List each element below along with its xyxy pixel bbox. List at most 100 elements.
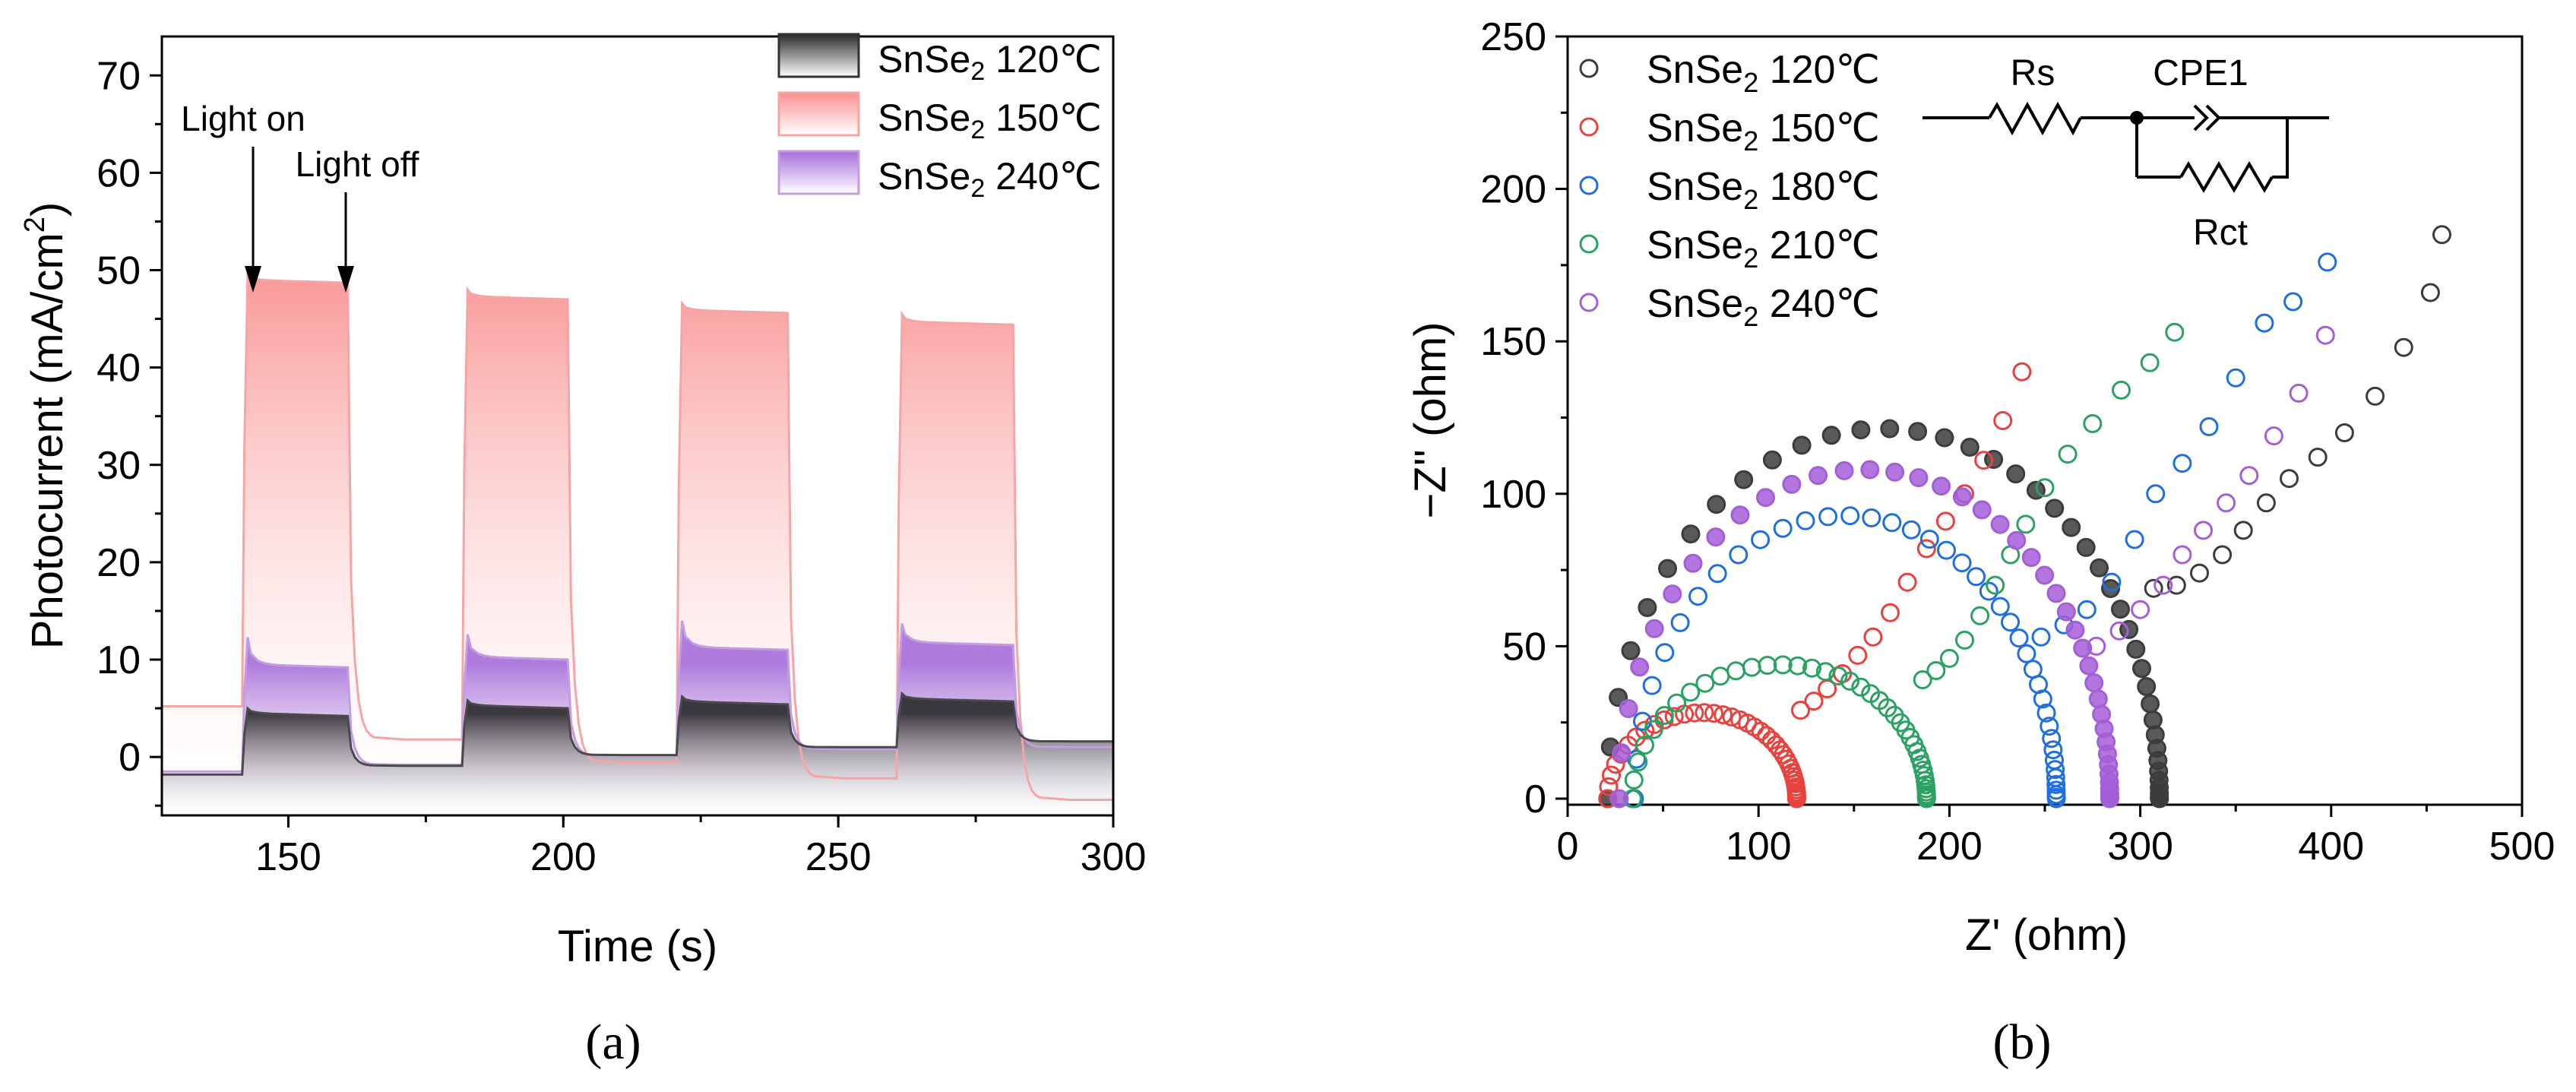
y-tick-label-a: 60 <box>97 151 141 195</box>
data-point <box>1773 518 1793 538</box>
data-point <box>2017 644 2036 663</box>
data-point <box>1840 671 1859 691</box>
data-point <box>2366 386 2385 406</box>
data-point <box>1710 666 1730 686</box>
photocurrent-area-fills <box>162 274 1113 815</box>
data-point <box>1815 662 1835 682</box>
legend-swatch-120 <box>777 33 860 78</box>
data-point <box>1926 661 1946 680</box>
data-point <box>2083 414 2103 433</box>
data-point <box>2315 325 2335 345</box>
data-point <box>2062 518 2081 537</box>
data-point <box>1628 752 1648 772</box>
x-tick-label-b: 0 <box>1557 825 1579 869</box>
data-point <box>1688 587 1707 606</box>
data-point <box>2334 423 2354 442</box>
data-point <box>1860 460 1880 480</box>
data-point <box>1952 487 1972 507</box>
data-point <box>2154 575 2173 595</box>
data-point <box>2058 445 2078 464</box>
data-point <box>2166 575 2186 595</box>
legend-label-240: SnSe2 240℃ <box>878 155 1102 203</box>
data-point <box>1863 627 1883 647</box>
data-point <box>2217 493 2236 513</box>
rs-resistor-icon <box>1988 101 2082 136</box>
area-fill-series-0 <box>162 693 1113 815</box>
data-point <box>2046 584 2066 603</box>
legend-item-a-240: SnSe2 240℃ <box>777 150 1102 203</box>
data-point <box>2056 602 2076 622</box>
data-point <box>2125 530 2144 549</box>
data-point <box>1786 789 1806 809</box>
circuit-node <box>2130 111 2144 125</box>
data-point <box>1916 789 1936 809</box>
y-tick-label-b: 0 <box>1524 777 1546 821</box>
data-point <box>2394 337 2413 357</box>
series-b-4 <box>1609 325 2335 809</box>
series-b-3 <box>1622 322 2185 809</box>
y-tick-label-b: 150 <box>1480 320 1546 364</box>
circuit-wire-bottom-right <box>2272 118 2289 179</box>
data-point <box>2079 656 2099 676</box>
data-point <box>1919 530 1939 549</box>
data-point <box>1851 420 1871 440</box>
data-point <box>2280 469 2299 489</box>
data-point <box>2420 283 2440 302</box>
data-point <box>1882 513 1902 533</box>
legend-a: SnSe2 120℃ SnSe2 150℃ SnSe2 240℃ <box>777 33 1102 203</box>
data-point <box>2031 627 2051 647</box>
data-point <box>2137 677 2157 696</box>
circuit-label-cpe: CPE1 <box>2153 53 2248 93</box>
data-point <box>2016 514 2036 534</box>
data-point <box>1796 511 1815 530</box>
data-point <box>1695 703 1714 723</box>
data-point <box>2109 621 2129 641</box>
data-point <box>1681 524 1701 544</box>
data-point <box>2076 537 2096 557</box>
nyquist-chart: 0 100 200 300 400 500 0 50 100 150 200 250 Z' (ohm… <box>1406 15 2555 1070</box>
x-tick-label-b: 100 <box>1726 825 1792 869</box>
data-point <box>1974 451 1994 470</box>
y-tick-label-b: 50 <box>1502 625 1546 669</box>
y-tick-label-a: 40 <box>97 347 141 391</box>
data-point <box>1762 450 1782 470</box>
data-point <box>1909 468 1929 488</box>
data-point <box>1848 645 1868 665</box>
x-tick-label-a: 150 <box>255 835 321 879</box>
data-point <box>1602 765 1621 785</box>
data-point <box>2101 579 2120 598</box>
data-point <box>1937 540 1956 560</box>
data-point <box>2009 628 2029 648</box>
data-point <box>1642 676 1662 695</box>
data-point <box>2088 689 2108 709</box>
data-point <box>2190 563 2209 583</box>
data-point <box>1970 606 1990 625</box>
data-point <box>2046 789 2066 809</box>
legend-marker-b <box>1579 176 1599 195</box>
y-tick-label-a: 0 <box>119 736 141 780</box>
data-point <box>1935 511 1955 531</box>
legend-swatch-150 <box>777 91 860 137</box>
data-point <box>2283 292 2303 312</box>
data-point <box>2308 448 2328 467</box>
data-point <box>2021 548 2041 568</box>
data-point <box>2132 659 2151 679</box>
data-point <box>2084 673 2104 692</box>
y-tick-label-a: 70 <box>97 54 141 98</box>
data-point <box>2112 380 2131 400</box>
series-b-0 <box>1598 225 2451 809</box>
data-point <box>2126 639 2146 659</box>
annotation-light-on: Light on <box>181 99 305 138</box>
data-point <box>1706 527 1726 547</box>
nyquist-points <box>1598 225 2451 809</box>
data-point <box>1681 682 1701 702</box>
data-point <box>1979 581 1998 601</box>
y-tick-label-b: 250 <box>1480 15 1546 59</box>
data-point <box>1986 575 2005 595</box>
data-point <box>2173 545 2192 565</box>
data-point <box>1635 720 1655 740</box>
x-axis-a: 150 200 250 300 <box>255 815 1146 879</box>
data-point <box>1638 598 1657 617</box>
y-tick-label-a: 30 <box>97 444 141 488</box>
data-point <box>1683 553 1703 573</box>
